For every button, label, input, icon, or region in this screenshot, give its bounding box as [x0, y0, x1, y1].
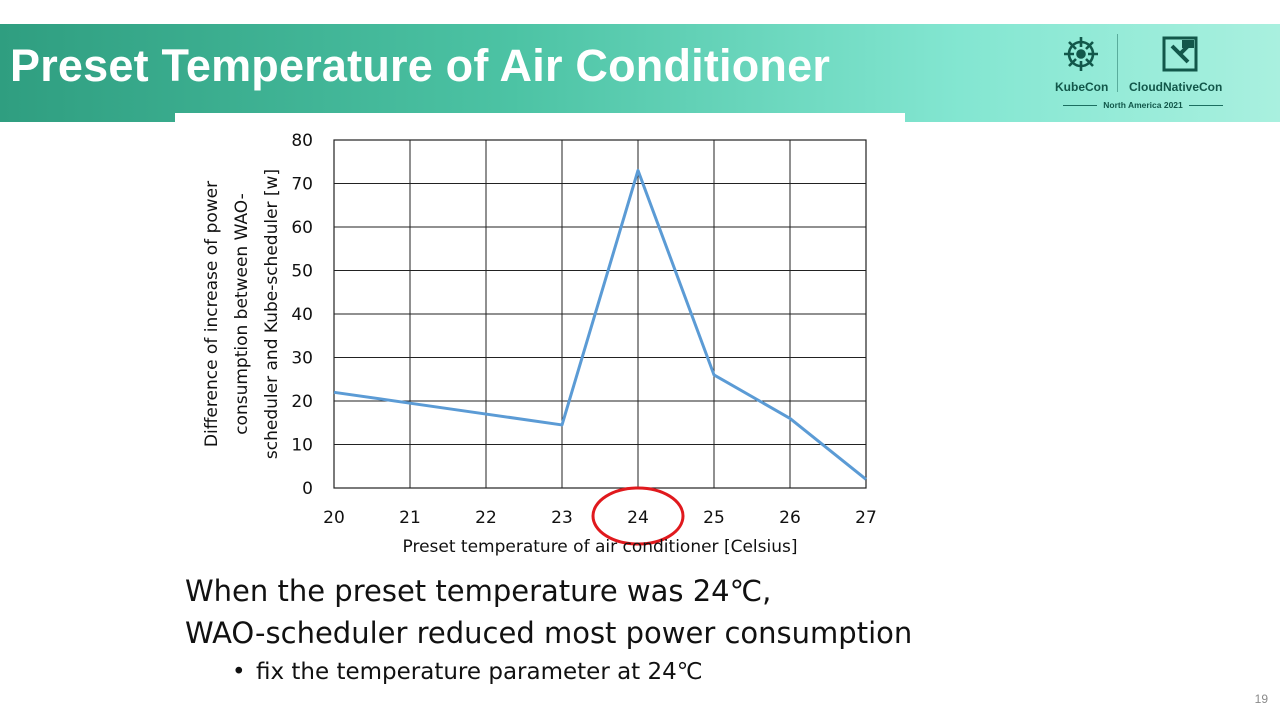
body-line-2: WAO-scheduler reduced most power consump… [185, 616, 913, 650]
slide-title: Preset Temperature of Air Conditioner [10, 40, 831, 91]
y-axis-label-line: scheduler and Kube-scheduler [w] [262, 169, 282, 459]
cloudnativecon-logo-text: CloudNativeCon [1129, 80, 1223, 94]
x-tick-label: 20 [323, 508, 345, 528]
bullet-text: fix the temperature parameter at 24℃ [256, 659, 703, 685]
y-tick-label: 80 [291, 131, 313, 151]
page-number: 19 [1254, 692, 1268, 706]
x-tick-label: 27 [855, 508, 877, 528]
chart-panel: 0 10 20 30 40 50 60 70 80 20 21 22 23 24 25 26 27 Preset … [175, 113, 905, 573]
highlight-circle [591, 486, 685, 546]
kubecon-logo-text: KubeCon [1055, 80, 1109, 94]
x-tick-label: 26 [779, 508, 801, 528]
x-tick-label: 25 [703, 508, 725, 528]
plot-border [333, 139, 867, 489]
y-tick-label: 20 [291, 392, 313, 412]
cncf-icon [1162, 36, 1198, 72]
series-line [333, 168, 867, 481]
y-tick-label: 30 [291, 349, 313, 369]
y-tick-label: 60 [291, 218, 313, 238]
y-axis-label-line: consumption between WAO- [232, 193, 252, 435]
x-tick-label: 23 [551, 508, 573, 528]
event-logos: KubeCon CloudNativeCon North America 202… [1048, 32, 1238, 114]
kubernetes-helm-icon [1064, 37, 1098, 71]
x-tick-label: 24 [627, 508, 649, 528]
y-tick-label: 70 [291, 175, 313, 195]
y-tick-label: 50 [291, 262, 313, 282]
body-text: When the preset temperature was 24℃, WAO… [185, 570, 912, 654]
body-line-1: When the preset temperature was 24℃, [185, 574, 772, 608]
line-chart: 0 10 20 30 40 50 60 70 80 20 21 22 23 24 25 26 27 Preset … [202, 131, 877, 557]
logo-divider [1117, 34, 1118, 92]
bullet-item: • fix the temperature parameter at 24℃ [232, 659, 703, 685]
x-axis-label: Preset temperature of air conditioner [C… [403, 537, 798, 557]
y-axis-label-line: Difference of increase of power [202, 181, 222, 447]
x-tick-label: 21 [399, 508, 421, 528]
event-name-text: North America 2021 [1103, 100, 1183, 110]
x-tick-label: 22 [475, 508, 497, 528]
bullet-dot: • [232, 659, 246, 685]
event-name: North America 2021 [1048, 100, 1238, 110]
y-tick-label: 40 [291, 305, 313, 325]
y-tick-label: 0 [302, 479, 313, 499]
y-tick-label: 10 [291, 436, 313, 456]
